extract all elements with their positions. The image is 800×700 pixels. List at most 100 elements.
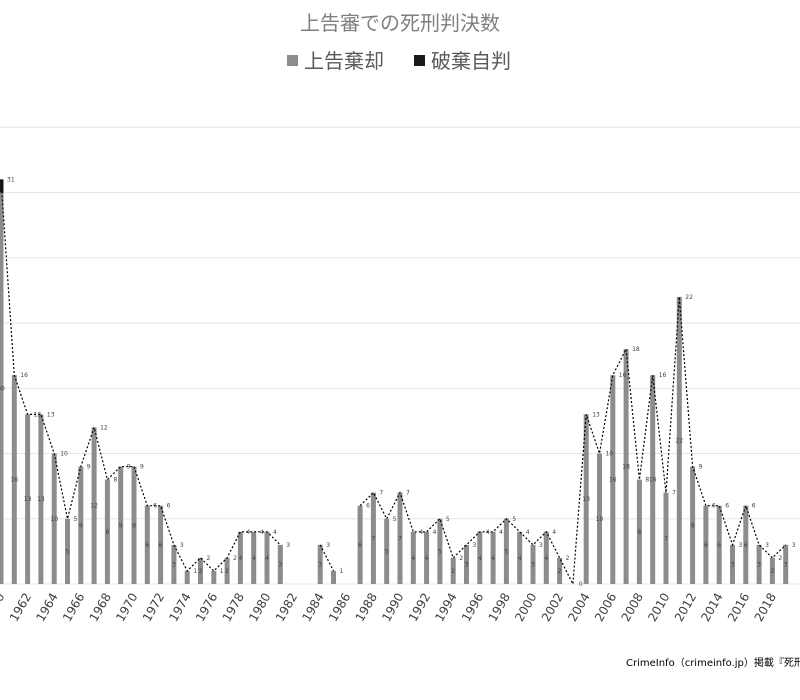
bar-appeal-dismissed — [198, 557, 203, 584]
bar-appeal-dismissed — [224, 557, 230, 584]
total-data-label: 4 — [486, 529, 490, 536]
bar-inner-label: 16 — [10, 477, 18, 484]
total-data-label: 4 — [433, 529, 437, 536]
bar-appeal-dismissed — [211, 570, 217, 584]
x-tick-label: 1976 — [193, 591, 220, 624]
x-tick-label: 2014 — [698, 591, 725, 624]
bar-appeal-dismissed — [517, 531, 523, 584]
bar-inner-label: 16 — [649, 477, 657, 484]
total-data-label: 9 — [140, 464, 144, 471]
x-tick-label: 1988 — [353, 591, 380, 624]
bar-inner-label: 13 — [582, 496, 590, 503]
total-data-label: 9 — [87, 464, 91, 471]
total-data-label: 4 — [526, 529, 530, 536]
total-data-label: 18 — [632, 346, 640, 353]
total-data-label: 16 — [659, 372, 667, 379]
total-data-label: 13 — [47, 411, 55, 418]
bar-appeal-dismissed — [317, 544, 323, 584]
bar-inner-label: 13 — [24, 496, 32, 503]
total-data-label: 6 — [167, 503, 171, 510]
total-data-label: 2 — [233, 555, 237, 562]
legend-label-appeal-dismissed: 上告棄却 — [304, 49, 384, 73]
bar-inner-label: 3 — [784, 561, 788, 568]
total-data-label: 10 — [606, 451, 614, 458]
bar-inner-label: 4 — [238, 555, 242, 562]
x-tick-label: 2008 — [619, 591, 646, 624]
bar-inner-label: 22 — [675, 437, 683, 444]
legend-label-reversed-own-judgment: 破棄自判 — [431, 49, 511, 73]
total-data-label: 4 — [552, 529, 556, 536]
total-data-label: 6 — [153, 503, 157, 510]
bar-appeal-dismissed — [424, 531, 430, 584]
bar-appeal-dismissed — [131, 466, 137, 584]
bar-inner-label: 2 — [199, 568, 203, 575]
total-data-label: 3 — [739, 542, 743, 549]
bar-appeal-dismissed — [331, 570, 336, 584]
total-data-label: 5 — [446, 516, 450, 523]
bar-inner-label: 8 — [105, 529, 109, 536]
total-data-label: 1 — [193, 568, 197, 575]
bar-appeal-dismissed — [450, 557, 456, 584]
total-data-label: 22 — [685, 294, 693, 301]
total-trendline — [319, 544, 335, 572]
legend-swatch-reversed-own-judgment — [414, 55, 425, 66]
bar-appeal-dismissed — [277, 544, 283, 584]
total-data-label: 9 — [127, 464, 131, 471]
bar-inner-label: 16 — [609, 477, 617, 484]
bar-appeal-dismissed — [357, 505, 363, 584]
bar-appeal-dismissed — [237, 531, 243, 584]
bar-inner-label: 7 — [398, 535, 402, 542]
bar-inner-label: 9 — [119, 522, 123, 529]
bar-inner-label: 3 — [757, 561, 761, 568]
bar-appeal-dismissed — [51, 453, 57, 584]
total-data-label: 3 — [792, 542, 796, 549]
total-data-label: 2 — [778, 555, 782, 562]
bar-inner-label: 9 — [79, 522, 83, 529]
bar-appeal-dismissed — [597, 453, 602, 584]
bar-inner-label: 4 — [518, 555, 522, 562]
total-data-label: 8 — [113, 477, 117, 484]
total-data-label: 2 — [566, 555, 570, 562]
total-data-label: 6 — [725, 503, 729, 510]
x-tick-label: 1994 — [432, 591, 459, 624]
total-trendline-layer — [0, 179, 787, 587]
total-data-label: 3 — [473, 542, 477, 549]
x-tick-label: 2016 — [725, 591, 752, 624]
data-labels: 3016131310591289966322444336757445234454… — [0, 176, 796, 588]
total-data-label: 16 — [619, 372, 627, 379]
total-data-label: 8 — [645, 477, 649, 484]
bar-appeal-dismissed — [503, 518, 509, 584]
bar-appeal-dismissed — [543, 531, 549, 584]
bar-appeal-dismissed — [38, 414, 44, 584]
total-data-label: 1 — [220, 568, 224, 575]
bar-appeal-dismissed — [104, 479, 110, 584]
total-data-label: 5 — [393, 516, 397, 523]
total-data-label: 3 — [180, 542, 184, 549]
x-tick-label: 1972 — [140, 591, 167, 624]
bar-appeal-dismissed — [264, 531, 270, 584]
bar-appeal-dismissed — [610, 375, 616, 584]
total-data-label: 4 — [260, 529, 264, 536]
total-data-label: 16 — [20, 372, 28, 379]
bar-inner-label: 3 — [172, 561, 176, 568]
x-tick-label: 2010 — [645, 591, 672, 624]
bar-inner-label: 4 — [425, 555, 429, 562]
bar-appeal-dismissed — [464, 544, 469, 584]
bar-inner-label: 6 — [717, 542, 721, 549]
bar-appeal-dismissed — [91, 427, 97, 584]
x-tick-label: 2006 — [592, 591, 619, 624]
total-data-label: 7 — [406, 490, 410, 497]
total-data-label: 4 — [273, 529, 277, 536]
x-tick-label: 1978 — [220, 591, 247, 624]
x-tick-label: 2004 — [565, 591, 592, 624]
bar-appeal-dismissed — [730, 544, 735, 584]
legend: 上告棄却 破棄自判 — [287, 49, 511, 73]
bar-appeal-dismissed — [703, 505, 709, 584]
bar-inner-label: 4 — [265, 555, 269, 562]
total-trendline — [359, 296, 787, 587]
bar-inner-label: 3 — [278, 561, 282, 568]
bar-appeal-dismissed — [716, 505, 722, 584]
bar-appeal-dismissed — [158, 505, 164, 584]
chart-title: 上告審での死刑判決数 — [300, 11, 500, 35]
